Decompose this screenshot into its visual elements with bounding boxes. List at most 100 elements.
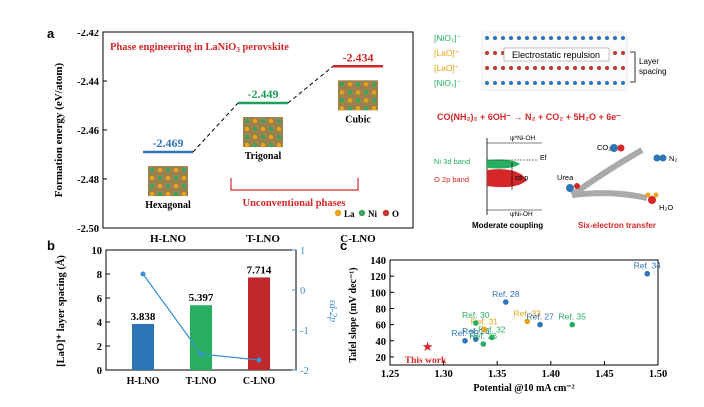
point-label: Ref. 26	[462, 326, 490, 336]
svg-text:ψNi-OH: ψNi-OH	[510, 211, 533, 218]
svg-text:spacing: spacing	[639, 67, 667, 76]
y2-tick-label: 1	[300, 246, 305, 257]
point-label: Ref. 29	[451, 328, 479, 338]
y-tick-label: 2	[97, 342, 102, 353]
bar	[190, 305, 212, 370]
ni-3d-band-label: Ni 3d band	[434, 157, 470, 166]
panel-b-y2-ticks: 1 0 -1 -2	[292, 246, 309, 377]
bar	[132, 323, 154, 370]
co2-label: CO₂	[597, 143, 611, 152]
moderate-coupling-label: Moderate coupling	[472, 221, 543, 230]
data-point	[644, 270, 651, 277]
phase-name: Trigonal	[245, 151, 282, 162]
point-label: This work	[405, 356, 447, 366]
y-tick-label: 20	[376, 353, 387, 364]
point-label: Ref. 34	[634, 261, 662, 271]
data-point	[569, 321, 576, 328]
x-tick-label: 1.40	[542, 369, 560, 380]
x-category: T-LNO	[186, 376, 217, 385]
data-point	[502, 299, 509, 305]
data-point-star: ★	[422, 339, 434, 354]
panel-b-bars: 3.838 H-LNO 5.397 T-LNO 7.714 C-LNO	[127, 264, 276, 385]
y-tick-label: -2.50	[77, 224, 99, 235]
point-label: Ref. 36	[470, 331, 498, 341]
point-label: Ref. 27	[526, 312, 554, 322]
y-tick-label: -2.46	[77, 126, 99, 137]
repulsion-label: Electrostatic repulsion	[512, 50, 600, 60]
data-point	[480, 341, 487, 347]
layer-labels: [NiO₂]⁻ [LaO]⁺ [LaO]⁺ [NiO₂]⁻	[434, 33, 462, 88]
data-point	[524, 318, 531, 325]
legend-entry: O	[392, 209, 399, 219]
x-category: H-LNO	[150, 233, 187, 245]
point-label: Ref. 33	[514, 308, 542, 318]
panel-a-legend: La Ni O	[334, 209, 399, 219]
panel-c-x-label: Potential @10 mA cm⁻²	[473, 383, 574, 394]
x-category: C-LNO	[243, 376, 275, 385]
epsilon-point	[140, 271, 146, 277]
layer-label: [NiO₂]⁻	[434, 78, 462, 88]
crystal-structure	[148, 166, 188, 197]
layer-label: [NiO₂]⁻	[434, 33, 462, 43]
y-tick-label: 80	[376, 304, 387, 315]
svg-text:Ef: Ef	[540, 155, 547, 162]
data-point	[489, 334, 495, 341]
bar-value: 3.838	[131, 311, 156, 323]
panel-a-letter: a	[47, 26, 55, 41]
y-tick-label: 4	[97, 318, 103, 329]
y-tick-label: 6	[97, 294, 102, 305]
unconventional-label: Unconventional phases	[243, 198, 346, 209]
panel-c-y-label: Tafel slope (mV dec⁻¹)	[348, 267, 359, 362]
point-label: Ref. 35	[559, 312, 587, 322]
six-electron-transfer-label: Six-electron transfer	[578, 221, 656, 230]
legend-entry: La	[344, 209, 355, 219]
y-tick-label: 100	[370, 288, 386, 299]
y-tick-label: 10	[92, 246, 103, 257]
panel-b-line	[140, 271, 262, 363]
urea-reaction-equation: CO(NH₂)₂ + 6OH⁻ → N₂ + CO₂ + 5H₂O + 6e⁻	[437, 112, 621, 122]
y-tick-label: 40	[376, 337, 387, 348]
y-tick-label: 60	[376, 321, 387, 332]
panel-a-schematic: Electrostatic repulsion [NiO₂]⁻ [LaO]⁺ [La…	[434, 31, 677, 230]
epsilon-point	[256, 357, 262, 363]
point-label: Ref. 32	[478, 325, 506, 335]
y2-tick-label: 0	[300, 286, 305, 297]
y-tick-label: 140	[370, 256, 386, 267]
n2-label: N₂	[669, 154, 677, 163]
panel-a-y-label: Formation energy (eV/atom)	[53, 62, 65, 197]
h2o-label: H₂O	[659, 203, 673, 212]
x-tick-label: 1.25	[381, 369, 399, 380]
bar	[248, 277, 270, 370]
data-point	[537, 321, 543, 328]
x-category: H-LNO	[127, 376, 160, 385]
phase-name: Hexagonal	[145, 200, 191, 211]
phase-name: Cubic	[345, 114, 371, 125]
x-category: T-LNO	[246, 233, 280, 245]
point-label: Ref. 30	[462, 310, 490, 320]
y-tick-label: -2.44	[77, 77, 100, 88]
panel-b-y2-label: εd-2p	[327, 300, 338, 322]
x-tick-label: 1.50	[649, 369, 667, 380]
y-tick-label: 8	[97, 270, 102, 281]
reaction-schematic: Urea CO₂ N₂ H₂O Six-electron transfer	[557, 143, 677, 230]
crystal-structure	[338, 80, 378, 111]
energy-value: -2.449	[248, 87, 279, 101]
crystal-structure	[243, 117, 283, 148]
y-tick-label: 0	[97, 366, 102, 377]
y-tick-label: -2.42	[77, 30, 99, 39]
layer-label: [LaO]⁺	[434, 48, 460, 58]
x-tick-label: 1.35	[488, 369, 506, 380]
point-label: Ref. 31	[471, 316, 499, 326]
bar-value: 5.397	[189, 292, 214, 304]
panel-c-ticks: 1.25 1.30 1.35 1.40 1.45 1.50 20 40 60 80 100 120 14…	[370, 256, 667, 380]
urea-label: Urea	[557, 173, 574, 182]
panel-c-letter: c	[340, 238, 348, 253]
panel-a-energy-levels: -2.469 Hexagonal -2.449 Trigonal -2.434 Cubic	[143, 50, 383, 211]
panel-a-title: Phase engineering in LaNiO3 perovskite	[110, 42, 289, 54]
band-diagram: ψ*Ni-OH Ef εd-p ψNi-OH Ni 3d band O 2p b…	[434, 135, 547, 230]
panel-a-chart: -2.42 -2.44 -2.46 -2.48 -2.50 Formation ener…	[53, 30, 414, 245]
layer-stack-diagram: Electrostatic repulsion [NiO₂]⁻ [LaO]⁺ [La…	[434, 31, 667, 91]
x-tick-label: 1.30	[434, 369, 452, 380]
